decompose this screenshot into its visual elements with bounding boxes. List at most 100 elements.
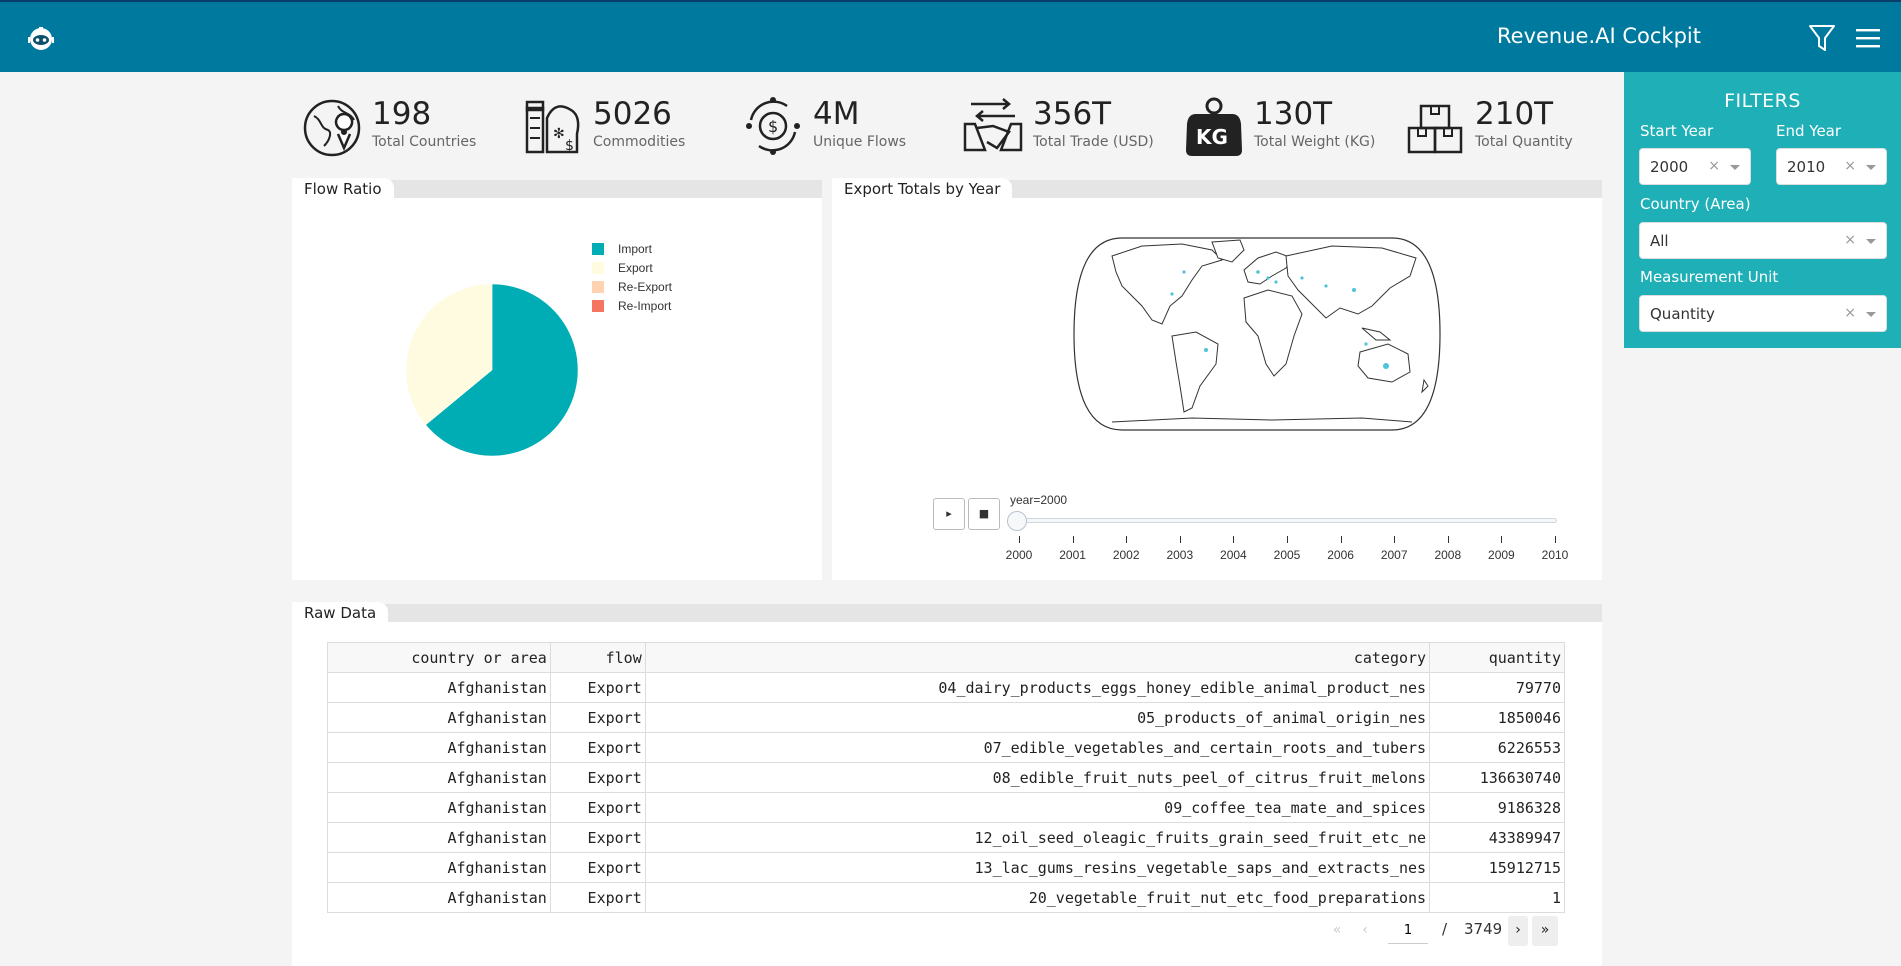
clear-icon[interactable]: × <box>1844 158 1856 174</box>
kpi-value: 5026 <box>593 96 672 132</box>
panel-title: Raw Data <box>292 602 389 624</box>
table-cell: 6226553 <box>1429 732 1565 763</box>
legend-label: Import <box>618 242 653 256</box>
year-slider-handle[interactable] <box>1007 511 1027 531</box>
kg-weight-icon: KG <box>1186 97 1242 156</box>
end-year-label: End Year <box>1776 122 1842 140</box>
chevron-down-icon[interactable] <box>1866 165 1876 170</box>
legend-label: Re-Import <box>618 299 672 313</box>
page-number-input[interactable] <box>1388 918 1428 944</box>
table-cell: 20_vegetable_fruit_nut_etc_food_preparat… <box>644 882 1431 913</box>
svg-text:✻: ✻ <box>553 126 565 142</box>
legend-item-export[interactable]: Export <box>592 261 672 280</box>
dollar-cycle-icon: $ <box>746 97 800 155</box>
unit-select[interactable]: Quantity × <box>1639 295 1887 332</box>
select-value: 2010 <box>1787 158 1826 176</box>
first-page-icon[interactable]: « <box>1332 922 1342 938</box>
table-header-row: country or area flow category quantity <box>327 642 1565 673</box>
raw-data-panel: Raw Data country or area flow category q… <box>292 602 1602 966</box>
slider-tick-label[interactable]: 2007 <box>1380 548 1408 562</box>
table-row[interactable]: Afghanistan Export 13_lac_gums_resins_ve… <box>327 852 1565 883</box>
column-header[interactable]: country or area <box>327 642 551 673</box>
slider-tick-label[interactable]: 2010 <box>1541 548 1569 562</box>
legend-swatch <box>592 262 604 274</box>
table-row[interactable]: Afghanistan Export 08_edible_fruit_nuts_… <box>327 762 1565 793</box>
clear-icon[interactable]: × <box>1708 158 1720 174</box>
column-header[interactable]: flow <box>549 642 646 673</box>
clear-icon[interactable]: × <box>1844 232 1856 248</box>
table-cell: 08_edible_fruit_nuts_peel_of_citrus_frui… <box>644 762 1431 793</box>
robot-logo-icon[interactable] <box>26 26 56 52</box>
legend-item-re-export[interactable]: Re-Export <box>592 280 672 299</box>
table-cell: Export <box>549 822 646 853</box>
hamburger-menu-icon[interactable] <box>1853 22 1883 54</box>
pie-slice-import[interactable] <box>425 283 579 457</box>
start-year-label: Start Year <box>1640 122 1714 140</box>
chevron-down-icon[interactable] <box>1730 165 1740 170</box>
legend-item-import[interactable]: Import <box>592 242 672 261</box>
table-cell: Export <box>549 732 646 763</box>
slider-tick-label[interactable]: 2002 <box>1112 548 1140 562</box>
kpi-label: Total Trade (USD) <box>1033 134 1154 150</box>
table-row[interactable]: Afghanistan Export 09_coffee_tea_mate_an… <box>327 792 1565 823</box>
select-value: 2000 <box>1650 158 1689 176</box>
flow-ratio-panel: Flow Ratio Import Export Re-Export Re-Im… <box>292 178 822 580</box>
clear-icon[interactable]: × <box>1844 305 1856 321</box>
kpi-label: Total Countries <box>372 134 477 150</box>
goods-icon: ✻ $ <box>525 100 580 154</box>
top-bar: Revenue.AI Cockpit <box>0 0 1901 72</box>
legend-label: Export <box>618 261 653 275</box>
table-row[interactable]: Afghanistan Export 07_edible_vegetables_… <box>327 732 1565 763</box>
legend-swatch <box>592 300 604 312</box>
slider-tick <box>1126 536 1128 543</box>
pie-slice-export[interactable] <box>405 283 493 426</box>
kpi-label: Unique Flows <box>813 134 907 150</box>
table-cell: 9186328 <box>1429 792 1565 823</box>
slider-tick-label[interactable]: 2004 <box>1220 548 1247 562</box>
table-cell: Afghanistan <box>327 852 551 883</box>
table-cell: Export <box>549 882 646 913</box>
boxes-icon <box>1407 104 1463 154</box>
chevron-down-icon[interactable] <box>1866 312 1876 317</box>
table-row[interactable]: Afghanistan Export 12_oil_seed_oleagic_f… <box>327 822 1565 853</box>
legend-item-re-import[interactable]: Re-Import <box>592 299 672 318</box>
funnel-icon[interactable] <box>1807 22 1837 54</box>
end-year-select[interactable]: 2010 × <box>1776 148 1887 185</box>
slider-tick-label[interactable]: 2003 <box>1166 548 1194 562</box>
play-button[interactable]: ▸ <box>933 498 965 530</box>
world-map[interactable] <box>1072 236 1442 432</box>
table-cell: Export <box>549 702 646 733</box>
last-page-icon[interactable]: » <box>1532 916 1558 946</box>
stop-button[interactable]: ■ <box>968 498 1000 530</box>
year-slider-track[interactable] <box>1017 518 1557 523</box>
chevron-down-icon[interactable] <box>1866 239 1876 244</box>
table-row[interactable]: Afghanistan Export 04_dairy_products_egg… <box>327 672 1565 703</box>
table-cell: 43389947 <box>1429 822 1565 853</box>
slider-tick-label[interactable]: 2005 <box>1273 548 1301 562</box>
column-header[interactable]: quantity <box>1429 642 1565 673</box>
table-row[interactable]: Afghanistan Export 20_vegetable_fruit_nu… <box>327 882 1565 913</box>
slider-tick-label[interactable]: 2009 <box>1488 548 1515 562</box>
table-row[interactable]: Afghanistan Export 05_products_of_animal… <box>327 702 1565 733</box>
slider-tick-label[interactable]: 2000 <box>1005 548 1033 562</box>
column-header[interactable]: category <box>644 642 1431 673</box>
panel-title: Flow Ratio <box>292 178 394 200</box>
table-cell: 136630740 <box>1429 762 1565 793</box>
slider-tick-label[interactable]: 2008 <box>1434 548 1462 562</box>
table-cell: Export <box>549 852 646 883</box>
table-cell: 1 <box>1429 882 1565 913</box>
kpi-value: 130T <box>1254 96 1333 132</box>
previous-page-icon[interactable]: ‹ <box>1362 922 1368 938</box>
slider-tick-label[interactable]: 2001 <box>1059 548 1086 562</box>
svg-text:$: $ <box>565 138 574 154</box>
table-cell: 15912715 <box>1429 852 1565 883</box>
country-label: Country (Area) <box>1640 195 1751 213</box>
table-cell: Afghanistan <box>327 732 551 763</box>
next-page-icon[interactable]: › <box>1508 916 1528 946</box>
start-year-select[interactable]: 2000 × <box>1639 148 1751 185</box>
slider-tick-label[interactable]: 2006 <box>1327 548 1354 562</box>
slider-tick <box>1555 536 1556 543</box>
pie-legend: Import Export Re-Export Re-Import <box>592 242 672 318</box>
country-select[interactable]: All × <box>1639 222 1887 259</box>
table-cell: Afghanistan <box>327 882 551 913</box>
